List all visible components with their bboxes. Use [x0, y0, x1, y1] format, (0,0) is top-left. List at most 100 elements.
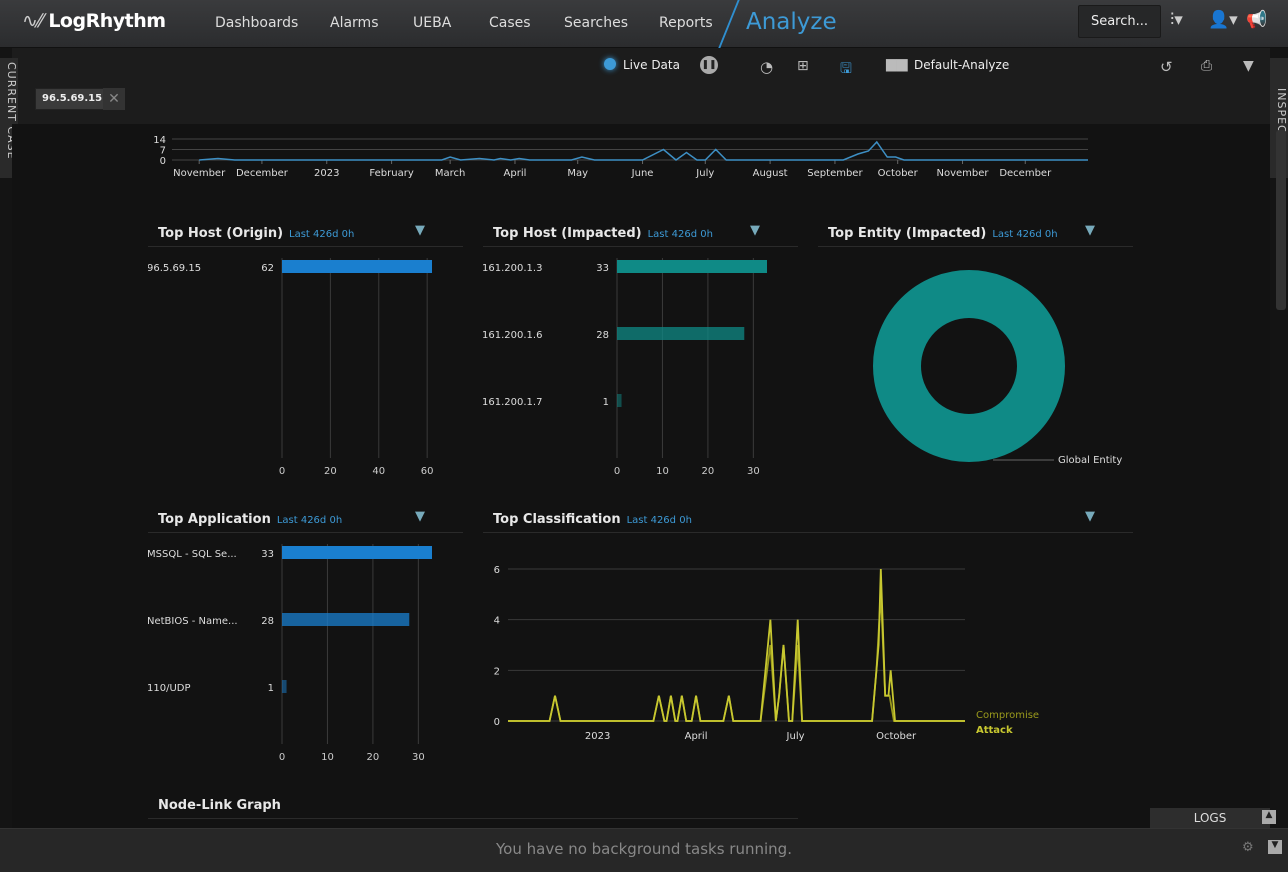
nav-searches[interactable]: Searches: [564, 15, 629, 31]
settings-sliders-icon[interactable]: ⫶▾: [1170, 10, 1183, 30]
bar[interactable]: [282, 680, 287, 693]
x-tick-label: 30: [412, 752, 425, 763]
bar-value: 28: [596, 330, 609, 341]
logs-label: LOGS: [1193, 811, 1227, 825]
nav-cases[interactable]: Cases: [489, 15, 531, 31]
x-tick-label: March: [435, 168, 465, 179]
live-indicator-icon: [604, 58, 616, 70]
scrollbar[interactable]: [1276, 130, 1286, 310]
y-tick-label: 6: [494, 565, 500, 576]
layout-name[interactable]: Default-Analyze: [914, 58, 1010, 72]
bar-value: 33: [261, 549, 274, 560]
panel-title: Node-Link Graph: [158, 798, 281, 813]
expand-logs-icon[interactable]: ▲: [1262, 810, 1276, 824]
panel-title-text: Top Entity (Impacted): [828, 226, 987, 241]
bar[interactable]: [282, 260, 432, 273]
layout-icon[interactable]: ▆▆: [886, 56, 908, 72]
x-tick-label: 60: [421, 466, 434, 477]
panel-divider: [148, 532, 463, 533]
top-classification-chart: 0 2 4 6 2023 April July October Compromise Attack: [494, 565, 1039, 742]
panel-divider: [818, 246, 1133, 247]
filter-chip[interactable]: 96.5.69.15: [35, 88, 110, 110]
add-widget-icon[interactable]: ⊞: [797, 58, 809, 74]
panel-title: Top Host (Origin) Last 426d 0h: [158, 226, 354, 241]
x-tick-label: 10: [321, 752, 334, 763]
panel-timerange: Last 426d 0h: [626, 515, 692, 526]
timeline-series: [199, 140, 1088, 161]
panel-filter-icon[interactable]: ▼: [1085, 509, 1095, 524]
collapse-icon[interactable]: ▼: [1268, 840, 1282, 854]
x-tick-label: 2023: [585, 731, 610, 742]
nav-reports[interactable]: Reports: [659, 15, 713, 31]
nav-alarms[interactable]: Alarms: [330, 15, 379, 31]
logo[interactable]: ∿⁄⁄ LogRhythm: [22, 10, 166, 32]
x-tick-label: August: [753, 168, 788, 179]
x-tick-label: May: [567, 168, 588, 179]
bar-label: 110/UDP: [148, 683, 191, 694]
user-icon[interactable]: 👤▾: [1208, 10, 1238, 30]
x-tick-label: 0: [614, 466, 620, 477]
panel-title: Top Host (Impacted) Last 426d 0h: [493, 226, 713, 241]
bar[interactable]: [617, 260, 767, 273]
nav-dashboards[interactable]: Dashboards: [215, 15, 299, 31]
panel-title-text: Top Application: [158, 512, 271, 527]
x-tick-label: December: [999, 168, 1052, 179]
panel-filter-icon[interactable]: ▼: [415, 509, 425, 524]
live-data-toggle[interactable]: Live Data: [623, 58, 680, 72]
bar-value: 1: [603, 397, 609, 408]
series-line-attack[interactable]: [508, 568, 965, 722]
filter-icon[interactable]: ▼: [1243, 58, 1254, 74]
bar[interactable]: [617, 394, 622, 407]
print-icon[interactable]: ⎙: [1201, 58, 1213, 74]
clock-icon[interactable]: ◔: [760, 58, 774, 76]
nav-analyze[interactable]: Analyze: [746, 9, 837, 35]
bar-label: NetBIOS - Name...: [148, 616, 238, 627]
bar[interactable]: [282, 546, 432, 559]
bar-chart: 0 10 20 30 161.200.1.3 33 161.200.1.6 28 161.200…: [483, 258, 767, 477]
x-tick-label: July: [695, 168, 714, 179]
panel-filter-icon[interactable]: ▼: [415, 223, 425, 238]
y-tick-label: 14: [153, 135, 166, 146]
bar[interactable]: [282, 613, 410, 626]
x-tick-label: November: [173, 168, 226, 179]
x-tick-label: April: [685, 731, 708, 742]
legend-entry[interactable]: Compromise: [976, 710, 1039, 721]
panel-divider: [148, 818, 798, 819]
panel-divider: [483, 532, 1133, 533]
nav-ueba[interactable]: UEBA: [413, 15, 452, 31]
gear-icon[interactable]: ⚙: [1242, 840, 1254, 855]
top-navbar: [0, 0, 1288, 48]
x-tick-label: October: [878, 168, 919, 179]
x-tick-label: 0: [279, 466, 285, 477]
x-tick-label: September: [807, 168, 863, 179]
donut-slice[interactable]: [873, 270, 1065, 462]
panel-title-text: Top Classification: [493, 512, 621, 527]
x-tick-label: February: [369, 168, 413, 179]
legend-entry[interactable]: Attack: [976, 725, 1013, 736]
save-icon[interactable]: 🖫: [840, 61, 852, 77]
x-tick-label: 20: [367, 752, 380, 763]
search-button[interactable]: Search...: [1078, 5, 1161, 38]
bar-chart: 0 20 40 60 96.5.69.15 62: [148, 258, 434, 477]
series-line-compromise[interactable]: [508, 594, 965, 722]
megaphone-icon[interactable]: 📢: [1246, 10, 1268, 30]
x-tick-label: July: [786, 731, 805, 742]
close-icon[interactable]: ✕: [103, 88, 125, 110]
pause-icon[interactable]: ❚❚: [700, 56, 718, 74]
panel-filter-icon[interactable]: ▼: [750, 223, 760, 238]
y-tick-label: 4: [494, 616, 500, 627]
bar-value: 33: [596, 263, 609, 274]
refresh-icon[interactable]: ↺: [1160, 58, 1173, 76]
panel-divider: [483, 246, 798, 247]
panel-timerange: Last 426d 0h: [289, 229, 355, 240]
x-tick-label: December: [236, 168, 289, 179]
bar-value: 28: [261, 616, 274, 627]
donut-chart: Global Entity: [873, 270, 1122, 466]
bar[interactable]: [617, 327, 745, 340]
logs-tab[interactable]: LOGS: [1150, 808, 1270, 828]
panel-title: Top Classification Last 426d 0h: [493, 512, 692, 527]
x-tick-label: April: [504, 168, 527, 179]
panel-timerange: Last 426d 0h: [276, 515, 343, 526]
panel-filter-icon[interactable]: ▼: [1085, 223, 1095, 238]
